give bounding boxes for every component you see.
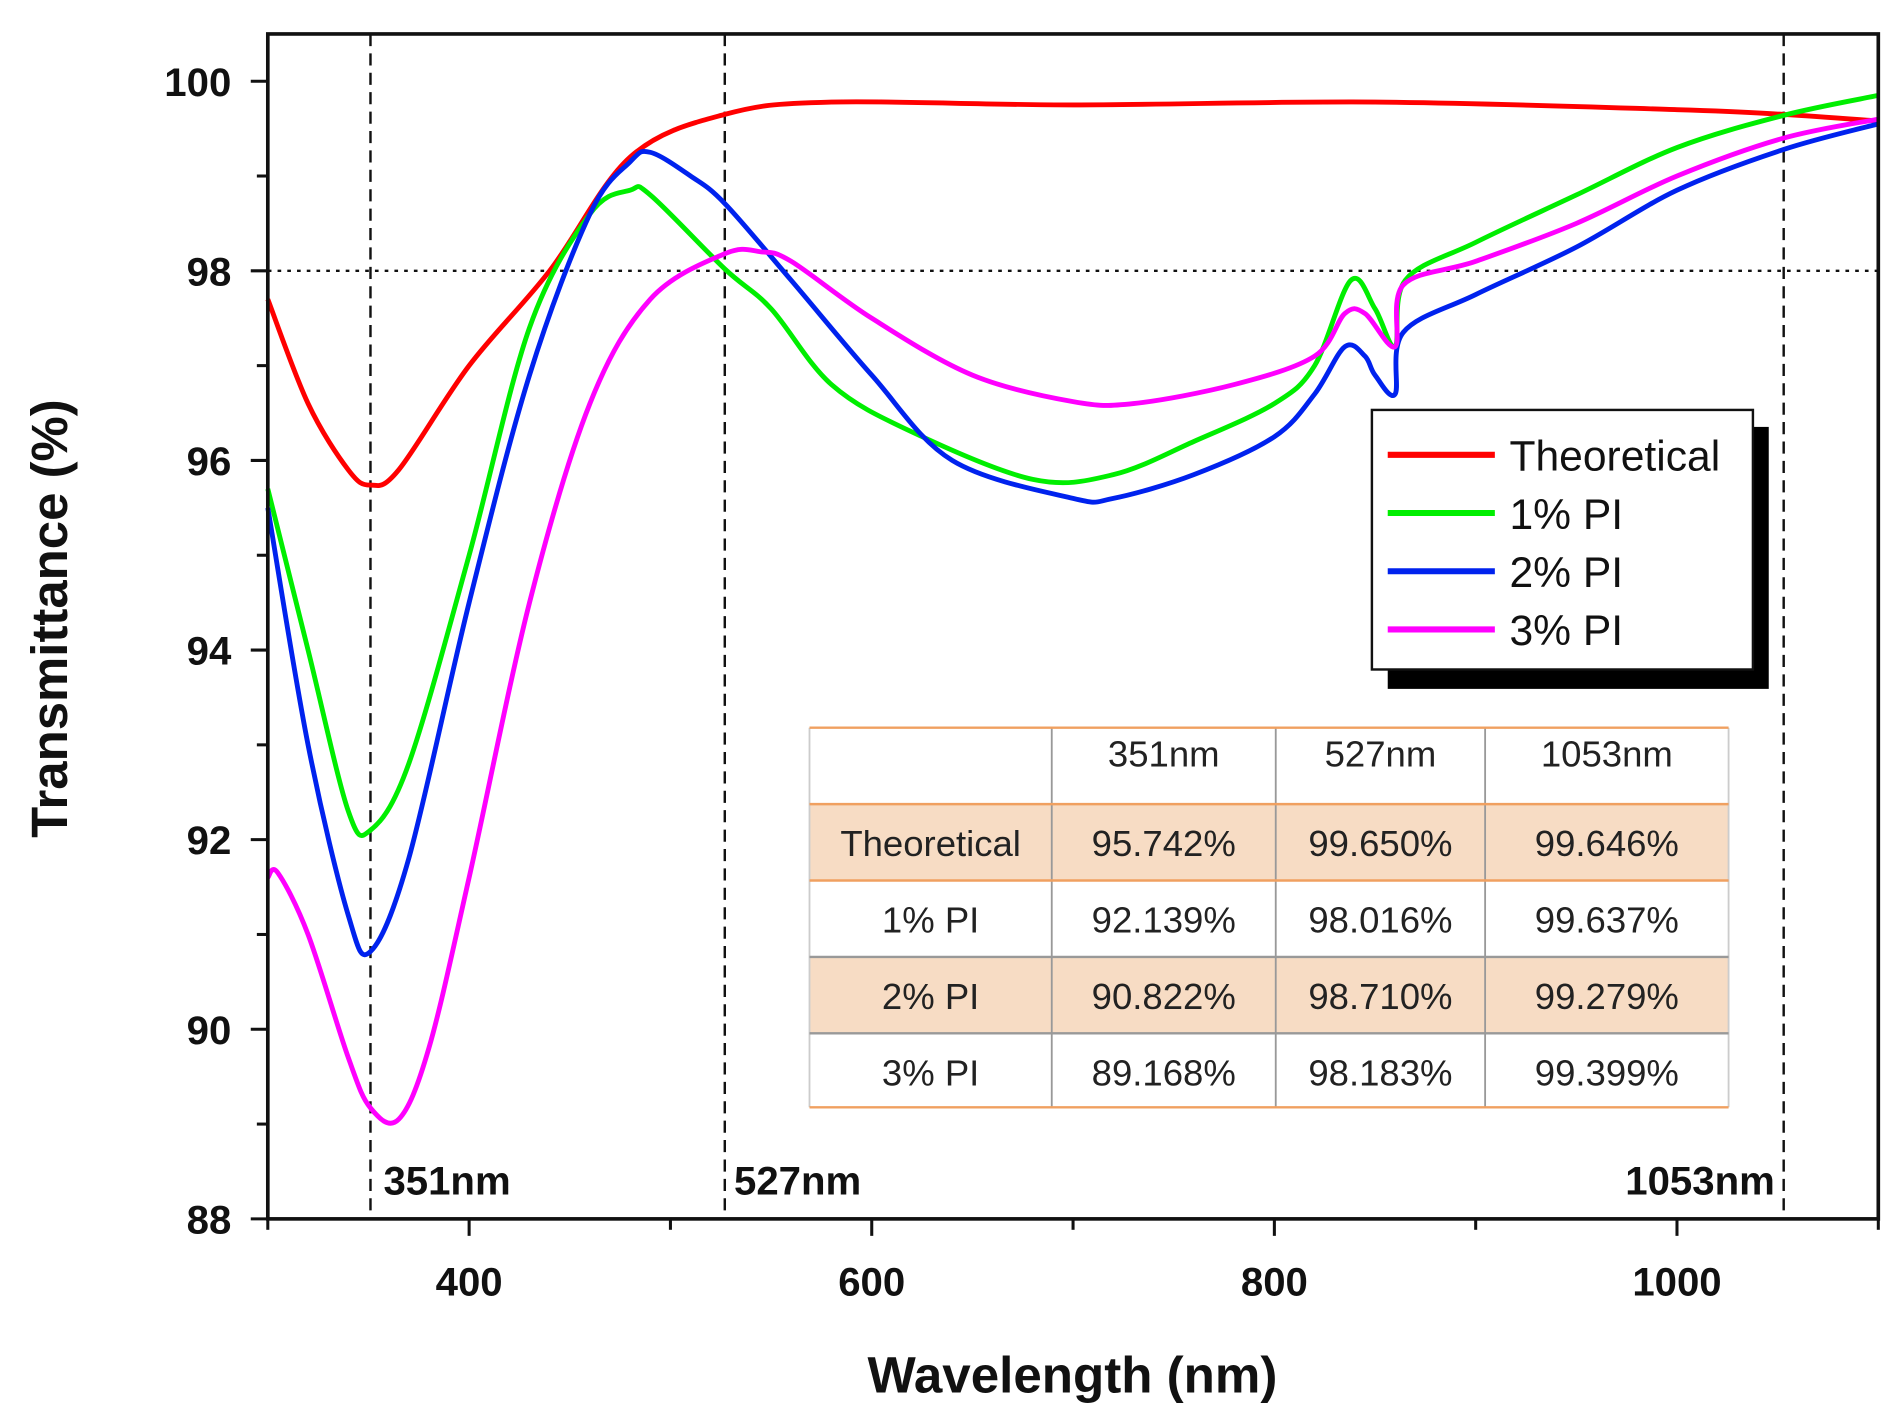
table-cell: 99.646% [1535,823,1679,864]
series-line-theoretical [265,99,1879,488]
x-tick-label: 1000 [1632,1260,1721,1304]
legend-label: Theoretical [1509,434,1720,481]
table-row-shade [809,956,1729,1034]
series-line-1-pi [265,93,1879,838]
table-cell: 99.650% [1308,823,1452,864]
y-tick-label: 100 [164,61,231,105]
table-cell: 92.139% [1092,900,1236,941]
y-tick-label: 90 [187,1009,232,1053]
table-cell: 99.279% [1535,976,1679,1017]
table-header-cell: 351nm [1108,734,1220,775]
y-tick-label: 94 [187,630,232,674]
table-cell: 3% PI [882,1053,979,1094]
table-cell: 1% PI [882,900,979,941]
reference-lines [267,33,1879,1219]
table-header-cell: 527nm [1325,734,1437,775]
axis-ticks: 400 600 800 1000 88 90 92 94 96 98 100 [164,61,1880,1304]
table-cell: 99.637% [1535,900,1679,941]
table-cell: 98.016% [1308,900,1452,941]
table-row-shade [809,804,1729,881]
legend-label: 3% PI [1509,608,1623,655]
table-cell: 99.399% [1535,1053,1679,1094]
annotation-1053nm: 1053nm [1625,1160,1775,1204]
x-tick-label: 600 [838,1260,905,1304]
y-axis-title: Transmittance (%) [21,399,78,838]
y-tick-label: 92 [187,819,232,863]
table-cell: 89.168% [1092,1053,1236,1094]
annotation-527nm: 527nm [734,1160,861,1204]
y-tick-label: 96 [187,440,232,484]
table-cell: 2% PI [882,976,979,1017]
y-tick-label: 98 [187,250,232,294]
x-tick-label: 400 [436,1260,503,1304]
legend: Theoretical 1% PI 2% PI 3% PI [1370,408,1769,689]
table-cell: 95.742% [1092,823,1236,864]
table-cell: 98.183% [1308,1053,1452,1094]
table-background [809,727,1729,1108]
legend-label: 2% PI [1509,550,1623,597]
series-lines [265,93,1879,1126]
series-line-3-pi [265,116,1879,1126]
series-line-2-pi [265,121,1879,958]
table-cell: 98.710% [1308,976,1452,1017]
annotation-351nm: 351nm [383,1160,510,1204]
x-tick-label: 800 [1241,1260,1308,1304]
table-cell: Theoretical [840,823,1021,864]
results-table: 351nm 527nm 1053nm Theoretical 95.742% 99.650… [808,726,1730,1109]
table-header-cell: 1053nm [1541,734,1673,775]
x-axis-title: Wavelength (nm) [868,1346,1278,1403]
legend-label: 1% PI [1509,492,1623,539]
y-tick-label: 88 [187,1199,232,1243]
table-cell: 90.822% [1092,976,1236,1017]
